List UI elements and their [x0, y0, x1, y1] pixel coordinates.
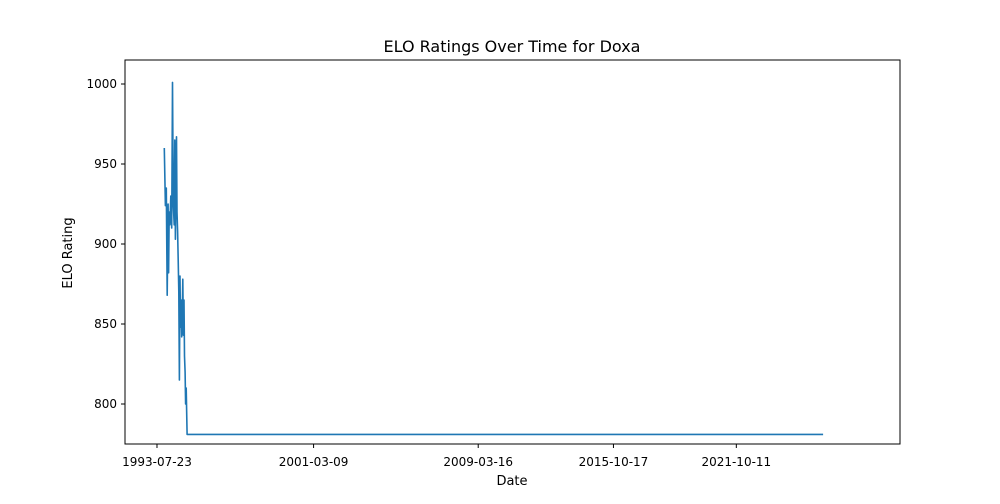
- y-tick-label: 1000: [86, 77, 117, 91]
- x-tick-label: 2001-03-09: [279, 455, 349, 469]
- y-axis-label: ELO Rating: [61, 217, 76, 288]
- plot-frame: [124, 59, 901, 445]
- x-tick-label: 1993-07-23: [122, 455, 192, 469]
- x-axis-label: Date: [496, 474, 527, 489]
- series-line-0: [163, 81, 824, 436]
- y-tick-label: 950: [94, 157, 117, 171]
- y-tick-label: 900: [94, 237, 117, 251]
- y-tick-label: 800: [94, 397, 117, 411]
- x-tick-label: 2015-10-17: [579, 455, 649, 469]
- x-tick-label: 2009-03-16: [443, 455, 513, 469]
- plot-area: [163, 81, 824, 436]
- x-tick-label: 2021-10-11: [701, 455, 771, 469]
- chart-title: ELO Ratings Over Time for Doxa: [384, 37, 641, 56]
- y-tick-label: 850: [94, 317, 117, 331]
- axis-ticks: 1993-07-23 2001-03-09 2009-03-16 2015-10-17…: [86, 77, 771, 469]
